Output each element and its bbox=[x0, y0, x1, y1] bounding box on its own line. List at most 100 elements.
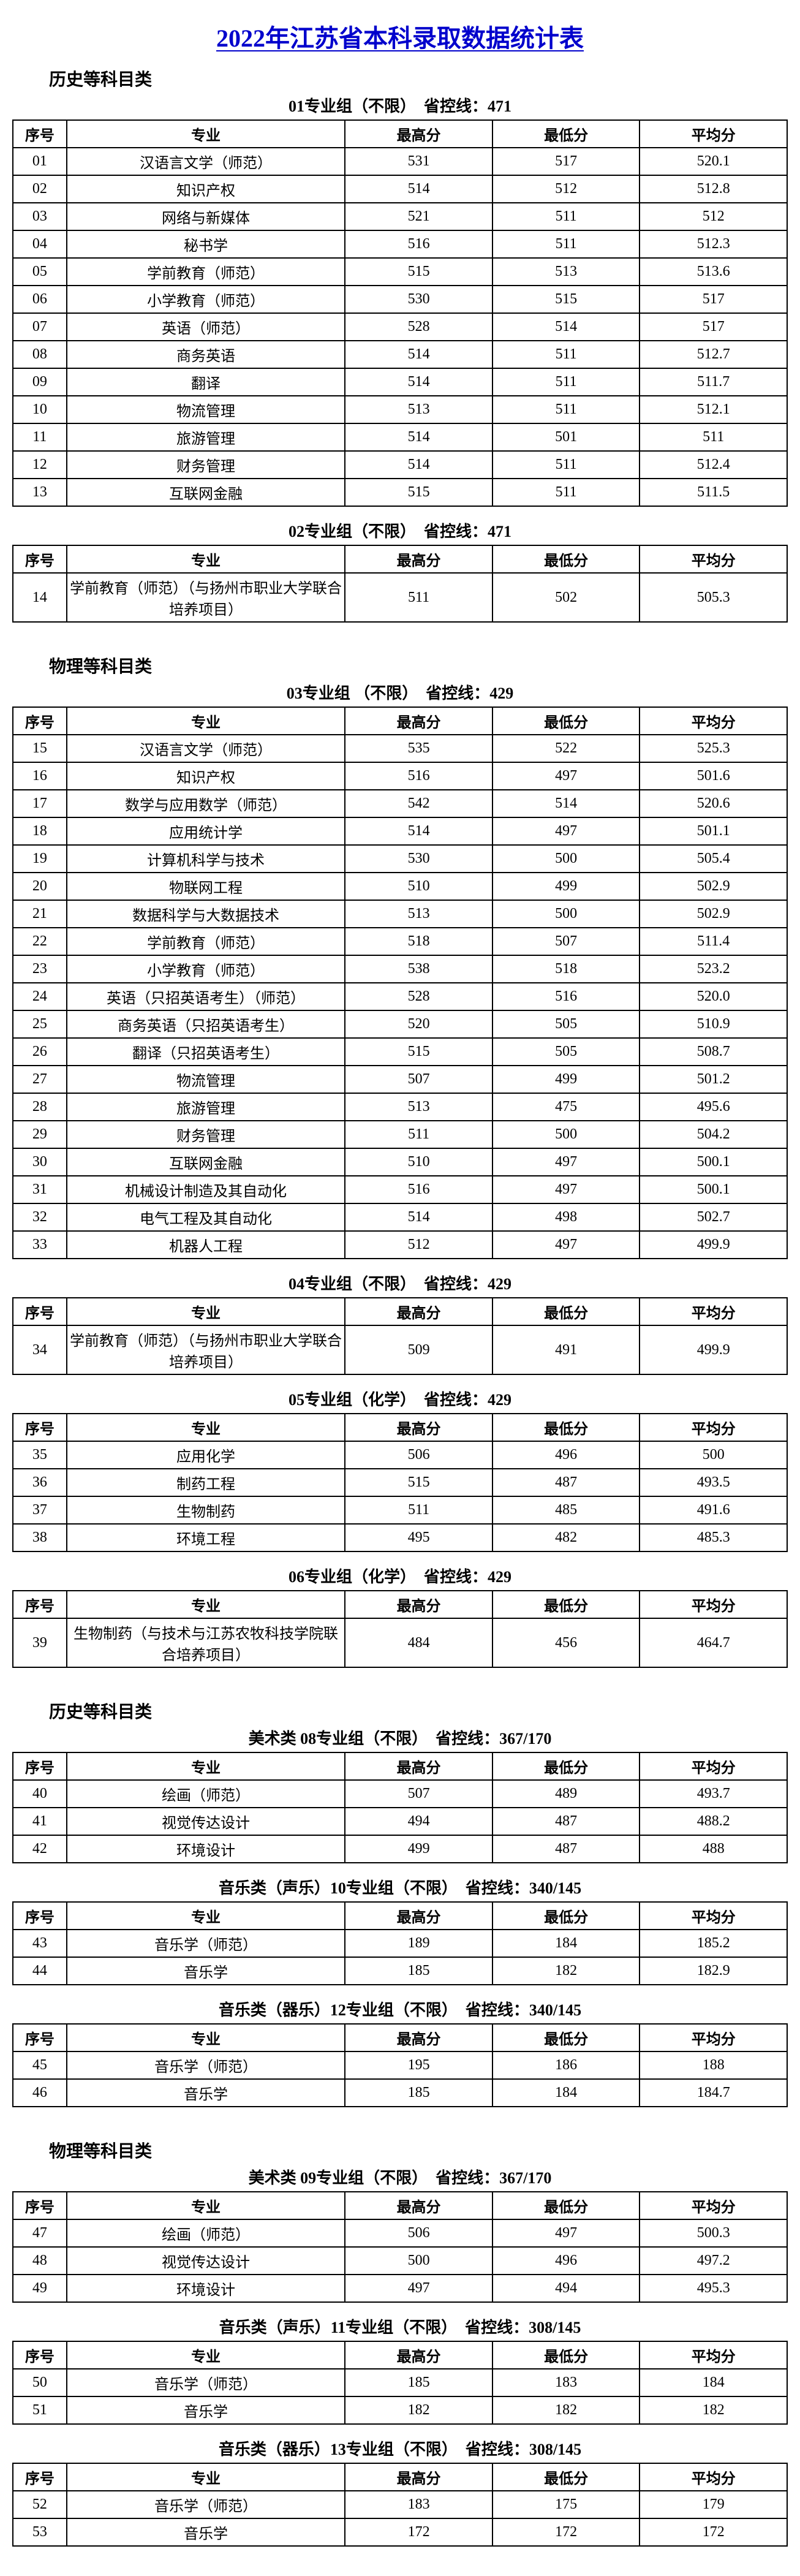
cell-high: 495 bbox=[345, 1524, 492, 1551]
cell-major: 音乐学（师范） bbox=[67, 1930, 345, 1957]
cell-low: 456 bbox=[492, 1618, 640, 1667]
cell-idx: 02 bbox=[13, 175, 67, 203]
header-major: 专业 bbox=[67, 545, 345, 573]
cell-idx: 16 bbox=[13, 762, 67, 790]
header-idx: 序号 bbox=[13, 1752, 67, 1780]
cell-avg: 517 bbox=[640, 313, 787, 341]
header-low: 最低分 bbox=[492, 707, 640, 735]
cell-low: 496 bbox=[492, 2247, 640, 2275]
header-major: 专业 bbox=[67, 2024, 345, 2051]
cell-low: 494 bbox=[492, 2275, 640, 2302]
header-idx: 序号 bbox=[13, 120, 67, 148]
cell-avg: 501.1 bbox=[640, 817, 787, 845]
cell-avg: 495.3 bbox=[640, 2275, 787, 2302]
cell-major: 音乐学 bbox=[67, 2518, 345, 2546]
table-row: 43音乐学（师范）189184185.2 bbox=[13, 1930, 787, 1957]
table-row: 28旅游管理513475495.6 bbox=[13, 1093, 787, 1121]
cell-high: 531 bbox=[345, 148, 492, 175]
header-avg: 平均分 bbox=[640, 2192, 787, 2219]
cell-low: 507 bbox=[492, 928, 640, 955]
cell-idx: 19 bbox=[13, 845, 67, 873]
cell-major: 学前教育（师范）（与扬州市职业大学联合培养项目） bbox=[67, 1325, 345, 1374]
group-header: 01专业组（不限） 省控线：471 bbox=[12, 94, 788, 116]
cell-major: 计算机科学与技术 bbox=[67, 845, 345, 873]
cell-major: 数学与应用数学（师范） bbox=[67, 790, 345, 817]
category-label: 物理等科目类 bbox=[49, 2138, 788, 2162]
cell-idx: 33 bbox=[13, 1231, 67, 1259]
table-row: 26翻译（只招英语考生）515505508.7 bbox=[13, 1038, 787, 1066]
cell-major: 生物制药 bbox=[67, 1496, 345, 1524]
cell-high: 195 bbox=[345, 2051, 492, 2079]
cell-idx: 03 bbox=[13, 203, 67, 230]
cell-major: 财务管理 bbox=[67, 1121, 345, 1148]
cell-low: 487 bbox=[492, 1835, 640, 1863]
header-high: 最高分 bbox=[345, 2341, 492, 2369]
cell-idx: 28 bbox=[13, 1093, 67, 1121]
cell-avg: 184.7 bbox=[640, 2079, 787, 2107]
cell-low: 497 bbox=[492, 762, 640, 790]
cell-major: 环境设计 bbox=[67, 2275, 345, 2302]
cell-avg: 512 bbox=[640, 203, 787, 230]
cell-avg: 511.7 bbox=[640, 368, 787, 396]
cell-low: 505 bbox=[492, 1038, 640, 1066]
cell-avg: 488.2 bbox=[640, 1808, 787, 1835]
table-row: 07英语（师范）528514517 bbox=[13, 313, 787, 341]
table-row: 02知识产权514512512.8 bbox=[13, 175, 787, 203]
cell-high: 183 bbox=[345, 2491, 492, 2518]
table-row: 19计算机科学与技术530500505.4 bbox=[13, 845, 787, 873]
table-row: 17数学与应用数学（师范）542514520.6 bbox=[13, 790, 787, 817]
cell-idx: 38 bbox=[13, 1524, 67, 1551]
table-row: 24英语（只招英语考生）（师范）528516520.0 bbox=[13, 983, 787, 1010]
header-major: 专业 bbox=[67, 1752, 345, 1780]
cell-idx: 24 bbox=[13, 983, 67, 1010]
group-header: 音乐类（声乐）10专业组（不限） 省控线：340/145 bbox=[12, 1876, 788, 1898]
cell-high: 507 bbox=[345, 1780, 492, 1808]
header-major: 专业 bbox=[67, 120, 345, 148]
cell-avg: 508.7 bbox=[640, 1038, 787, 1066]
cell-high: 484 bbox=[345, 1618, 492, 1667]
header-high: 最高分 bbox=[345, 545, 492, 573]
cell-high: 514 bbox=[345, 175, 492, 203]
cell-low: 182 bbox=[492, 1957, 640, 1985]
cell-high: 513 bbox=[345, 396, 492, 423]
header-major: 专业 bbox=[67, 707, 345, 735]
cell-major: 财务管理 bbox=[67, 451, 345, 479]
cell-avg: 493.7 bbox=[640, 1780, 787, 1808]
table-row: 25商务英语（只招英语考生）520505510.9 bbox=[13, 1010, 787, 1038]
cell-high: 497 bbox=[345, 2275, 492, 2302]
group-header: 音乐类（器乐）13专业组（不限） 省控线：308/145 bbox=[12, 2437, 788, 2460]
cell-major: 商务英语（只招英语考生） bbox=[67, 1010, 345, 1038]
cell-idx: 18 bbox=[13, 817, 67, 845]
group-header: 06专业组（化学） 省控线：429 bbox=[12, 1564, 788, 1587]
table-row: 06小学教育（师范）530515517 bbox=[13, 286, 787, 313]
cell-major: 知识产权 bbox=[67, 175, 345, 203]
table-header-row: 序号专业最高分最低分平均分 bbox=[13, 2192, 787, 2219]
cell-high: 515 bbox=[345, 258, 492, 286]
cell-idx: 36 bbox=[13, 1469, 67, 1496]
header-avg: 平均分 bbox=[640, 2463, 787, 2491]
cell-low: 500 bbox=[492, 845, 640, 873]
cell-high: 185 bbox=[345, 1957, 492, 1985]
table-header-row: 序号专业最高分最低分平均分 bbox=[13, 120, 787, 148]
header-low: 最低分 bbox=[492, 2024, 640, 2051]
table-row: 16知识产权516497501.6 bbox=[13, 762, 787, 790]
table-row: 01汉语言文学（师范）531517520.1 bbox=[13, 148, 787, 175]
table-row: 46音乐学185184184.7 bbox=[13, 2079, 787, 2107]
cell-low: 487 bbox=[492, 1469, 640, 1496]
cell-idx: 04 bbox=[13, 230, 67, 258]
cell-avg: 505.3 bbox=[640, 573, 787, 622]
cell-high: 513 bbox=[345, 900, 492, 928]
cell-idx: 44 bbox=[13, 1957, 67, 1985]
cell-major: 音乐学（师范） bbox=[67, 2491, 345, 2518]
cell-low: 497 bbox=[492, 2219, 640, 2247]
cell-idx: 26 bbox=[13, 1038, 67, 1066]
cell-low: 497 bbox=[492, 1231, 640, 1259]
group-header: 05专业组（化学） 省控线：429 bbox=[12, 1387, 788, 1410]
header-low: 最低分 bbox=[492, 2341, 640, 2369]
cell-avg: 520.0 bbox=[640, 983, 787, 1010]
table-row: 48视觉传达设计500496497.2 bbox=[13, 2247, 787, 2275]
cell-low: 511 bbox=[492, 451, 640, 479]
cell-low: 184 bbox=[492, 2079, 640, 2107]
table-row: 04秘书学516511512.3 bbox=[13, 230, 787, 258]
cell-low: 497 bbox=[492, 1148, 640, 1176]
